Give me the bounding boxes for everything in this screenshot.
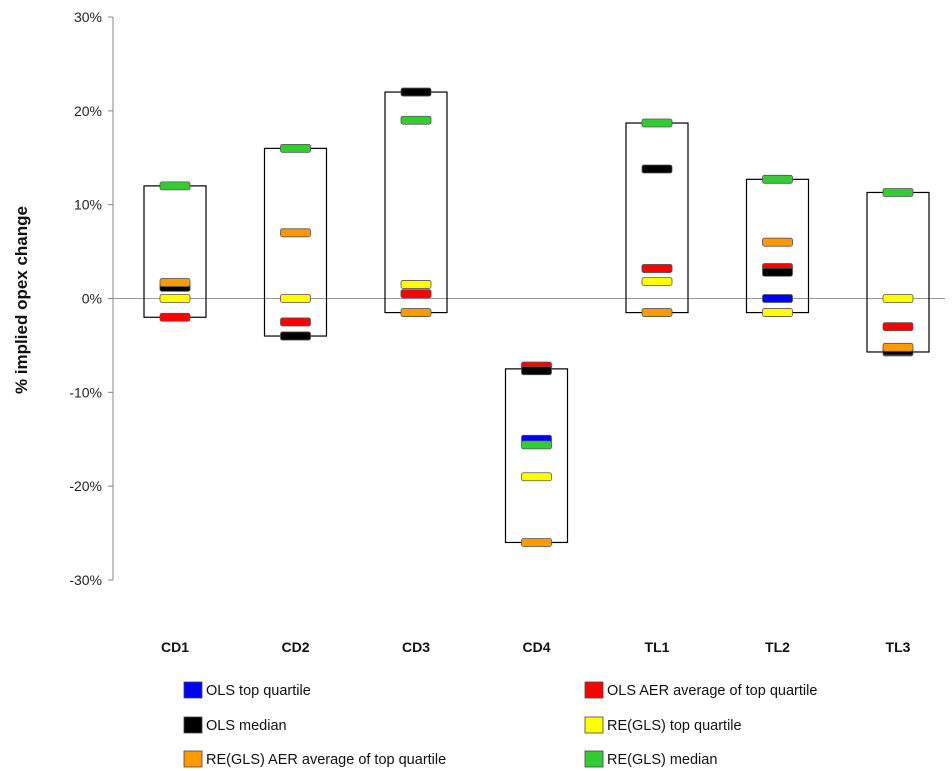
marker-tl1-series-2 [641,264,673,273]
legend-label-4: RE(GLS) top quartile [607,718,742,734]
marker-cd4-series-4 [521,472,552,482]
marker-cd1-series-6 [159,181,191,191]
marker-cd3-series-4 [400,280,432,289]
category-labels: CD1 CD2 CD3 CD4 TL1 TL2 TL3 [161,639,911,655]
legend-swatch-5 [183,750,203,768]
marker-tl3-series-4 [882,294,914,303]
marker-tl2-series-6 [762,174,793,184]
legend-swatch-2 [584,681,604,699]
y-tick-label: 20% [74,103,102,119]
legend-swatch-3 [183,716,203,734]
marker-tl1-series-4 [641,277,673,287]
marker-cd3-series-6 [400,115,432,125]
marker-cd4-series-3 [521,366,552,376]
marker-tl2-series-4 [762,308,793,317]
y-tick-label: -30% [69,572,102,588]
marker-cd3-series-5 [400,308,432,317]
category-label-cd2: CD2 [281,639,309,655]
marker-cd1-series-5 [159,278,191,287]
marker-cd4-series-6 [521,440,552,450]
marker-tl1-series-6 [641,118,673,128]
range-box-cd4 [504,368,569,544]
data-markers [159,87,914,547]
marker-tl2-series-1 [762,294,793,303]
legend-label-5: RE(GLS) AER average of top quartile [206,752,446,768]
y-tick-label: -20% [69,478,102,494]
marker-cd2-series-4 [280,294,311,303]
y-tick-label: -10% [69,384,102,400]
category-label-cd4: CD4 [522,639,550,655]
legend-label-2: OLS AER average of top quartile [607,683,817,699]
marker-cd2-series-2 [280,317,311,327]
marker-cd3-series-2 [400,289,432,299]
marker-cd4-series-5 [521,538,552,547]
marker-tl3-series-5 [882,342,914,352]
marker-cd3-series-3 [400,87,432,97]
y-tick-label: 10% [74,197,102,213]
marker-cd1-series-4 [159,294,191,303]
range-box-cd2 [263,147,328,337]
marker-tl2-series-5 [762,237,793,247]
marker-cd2-series-6 [280,143,311,153]
legend-label-3: OLS median [206,718,287,734]
marker-cd2-series-3 [280,331,311,341]
marker-tl1-series-5 [641,308,673,317]
category-label-cd3: CD3 [402,639,430,655]
marker-cd1-series-2 [159,312,191,322]
range-box-cd3 [384,91,448,314]
legend-swatch-1 [183,681,203,699]
legend-swatch-6 [584,750,604,768]
category-label-tl2: TL2 [765,639,790,655]
legend: OLS top quartile OLS AER average of top q… [183,681,817,768]
marker-cd2-series-5 [280,228,311,238]
y-tick-label: 30% [74,9,102,25]
marker-tl3-series-2 [882,322,914,332]
legend-swatch-4 [584,716,604,734]
category-label-cd1: CD1 [161,639,189,655]
category-label-tl3: TL3 [886,639,911,655]
y-tick-label: 0% [82,291,102,307]
y-axis-title: % implied opex change [12,206,31,394]
marker-tl3-series-6 [882,188,914,197]
marker-tl1-series-3 [641,164,673,174]
legend-label-1: OLS top quartile [206,683,311,699]
marker-tl2-series-3 [762,267,793,277]
category-label-tl1: TL1 [645,639,670,655]
legend-label-6: RE(GLS) median [607,752,717,768]
y-axis: -30% -20% -10% 0% 10% 20% 30% [69,9,114,588]
